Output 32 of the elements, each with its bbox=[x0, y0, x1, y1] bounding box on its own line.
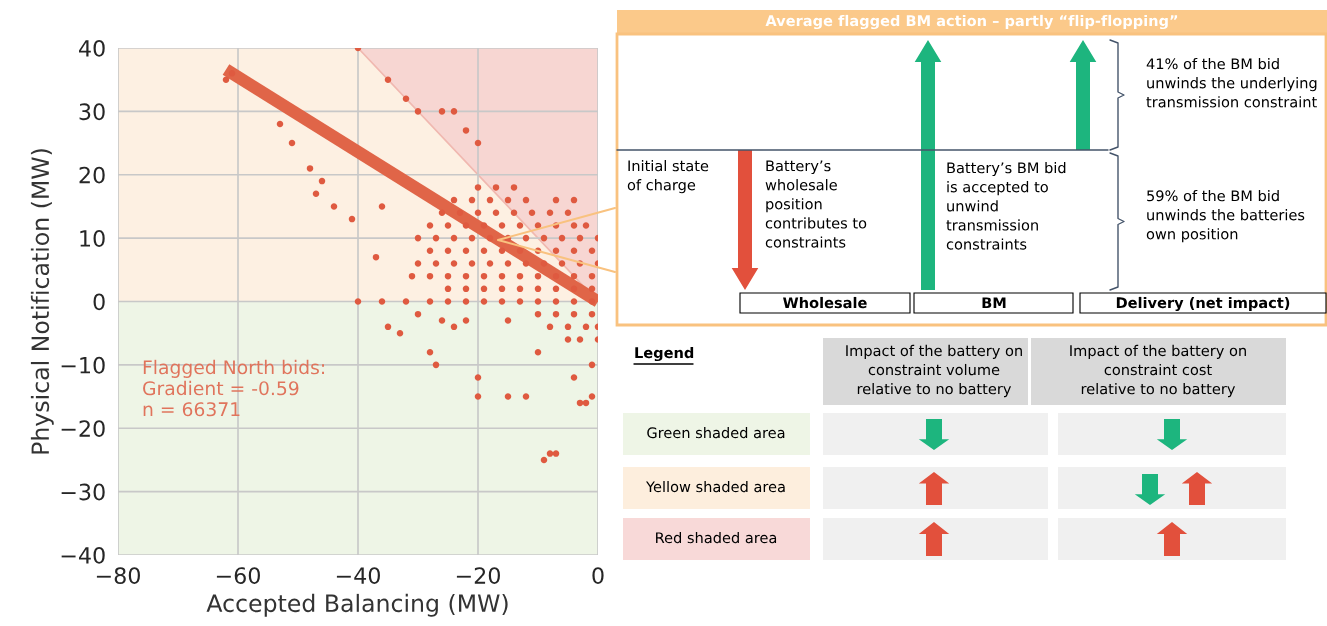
text: Red shaded area bbox=[656, 531, 777, 544]
text: Initial state of charge bbox=[627, 160, 709, 194]
text: Battery’s BM bid is accepted to unwind transmission constraints bbox=[946, 162, 1066, 250]
text: Green shaded area bbox=[647, 426, 785, 439]
y-tick-label: 0 bbox=[93, 293, 105, 311]
x-axis-title: Accepted Balancing (MW) bbox=[206, 593, 508, 617]
text: Impact of the battery on constraint cost relative to no battery bbox=[1070, 344, 1246, 398]
y-tick-label: −30 bbox=[61, 483, 105, 501]
y-tick-label: 10 bbox=[80, 230, 105, 247]
y-tick-label: 20 bbox=[79, 166, 105, 184]
text: Legend bbox=[635, 346, 694, 362]
y-tick-label: −10 bbox=[61, 356, 105, 374]
x-tick-label: −20 bbox=[456, 567, 500, 585]
text: Impact of the battery on constraint volume relative to no battery bbox=[846, 344, 1022, 398]
text: Battery’s wholesale position contributes to constraints bbox=[765, 160, 867, 248]
y-tick-label: −40 bbox=[61, 546, 105, 564]
x-tick-label: −40 bbox=[336, 567, 380, 585]
text: 41% of the BM bid unwinds the underlying transmission constraint bbox=[1146, 58, 1317, 108]
x-tick-label: −80 bbox=[96, 567, 140, 585]
text: Wholesale bbox=[783, 296, 867, 309]
annotation: Flagged North bids: Gradient = -0.59 n = 66371 bbox=[143, 359, 324, 417]
text: 59% of the BM bid unwinds the batteries own position bbox=[1146, 190, 1305, 243]
x-tick-label: −60 bbox=[216, 567, 260, 585]
y-tick-label: 30 bbox=[79, 103, 105, 121]
text: BM bbox=[982, 297, 1006, 309]
text: Average flagged BM action – partly “flip-flopping” bbox=[765, 14, 1178, 30]
y-tick-label: −20 bbox=[61, 420, 105, 438]
y-tick-label: 40 bbox=[79, 39, 105, 57]
text: Yellow shaded area bbox=[646, 480, 785, 493]
x-tick-label: 0 bbox=[592, 567, 604, 585]
text: Delivery (net impact) bbox=[1116, 296, 1290, 312]
y-axis-title: Physical Notification (MW) bbox=[30, 149, 54, 454]
